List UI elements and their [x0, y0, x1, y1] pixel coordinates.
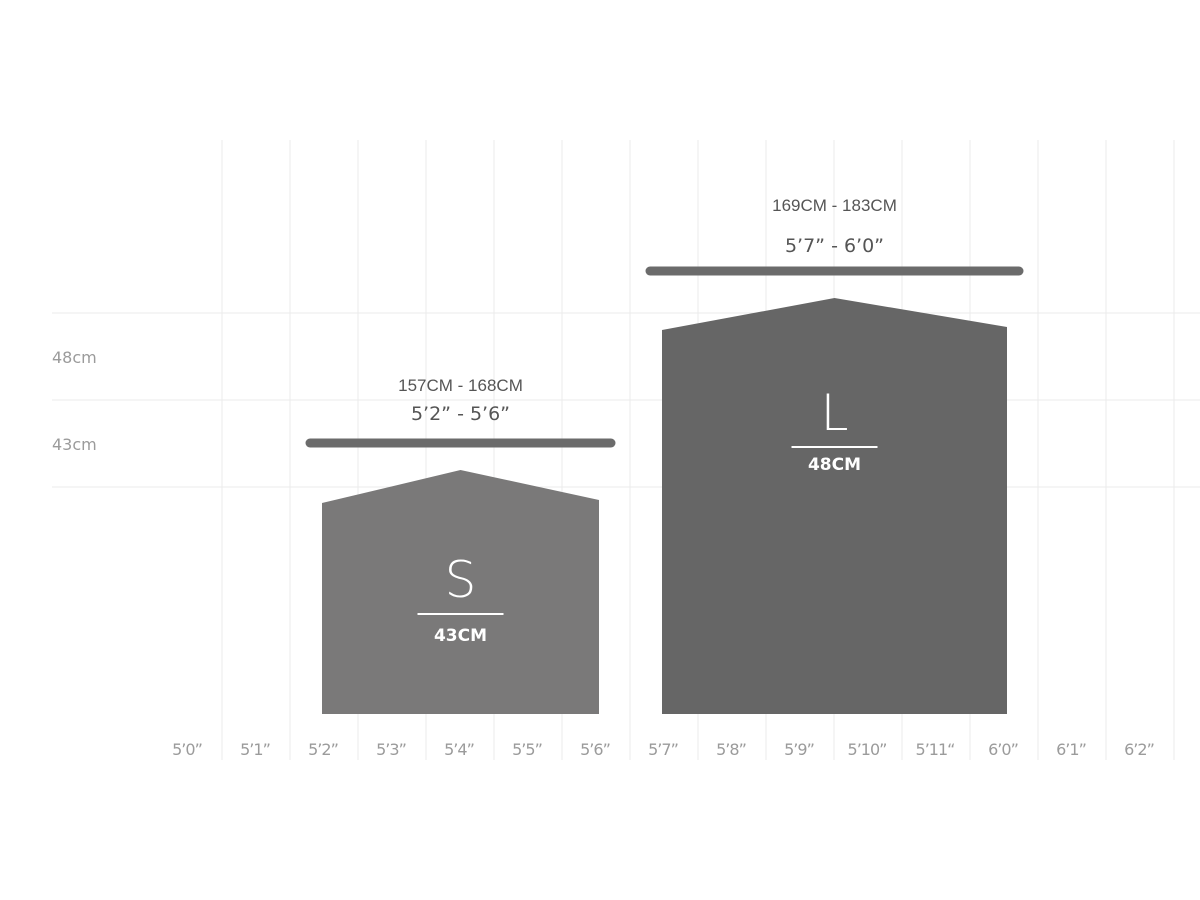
height-range-cm-label: 157CM - 168CM — [398, 376, 523, 395]
height-range-cm-label: 169CM - 183CM — [772, 196, 897, 215]
size-letter: S — [445, 551, 477, 609]
x-axis-label: 5’6” — [580, 740, 610, 759]
size-letter: L — [821, 384, 849, 442]
size-bar-s — [322, 470, 599, 714]
y-axis-label: 48cm — [52, 348, 97, 367]
x-axis-label: 6’0” — [988, 740, 1018, 759]
x-axis-label: 6’1” — [1056, 740, 1086, 759]
x-axis-label: 5’4” — [444, 740, 474, 759]
width-label: 48CM — [808, 455, 861, 475]
x-axis-label: 5’9” — [784, 740, 814, 759]
width-label: 43CM — [434, 626, 487, 646]
size-bar-l — [662, 298, 1007, 714]
x-axis-label: 5’7” — [648, 740, 678, 759]
x-axis-label: 5’5” — [512, 740, 542, 759]
x-axis-label: 5’0” — [172, 740, 202, 759]
x-axis-label: 5’8” — [716, 740, 746, 759]
height-range-ft-label: 5’2” - 5’6” — [411, 403, 510, 425]
x-axis-label: 5’3” — [376, 740, 406, 759]
x-axis-label: 5’2” — [308, 740, 338, 759]
x-axis-label: 6’2” — [1124, 740, 1154, 759]
x-axis-label: 5’10” — [848, 740, 887, 759]
x-axis-label: 5’1” — [240, 740, 270, 759]
y-axis-label: 43cm — [52, 435, 97, 454]
x-axis-label: 5’11“ — [916, 740, 955, 759]
height-range-ft-label: 5’7” - 6’0” — [785, 235, 884, 257]
